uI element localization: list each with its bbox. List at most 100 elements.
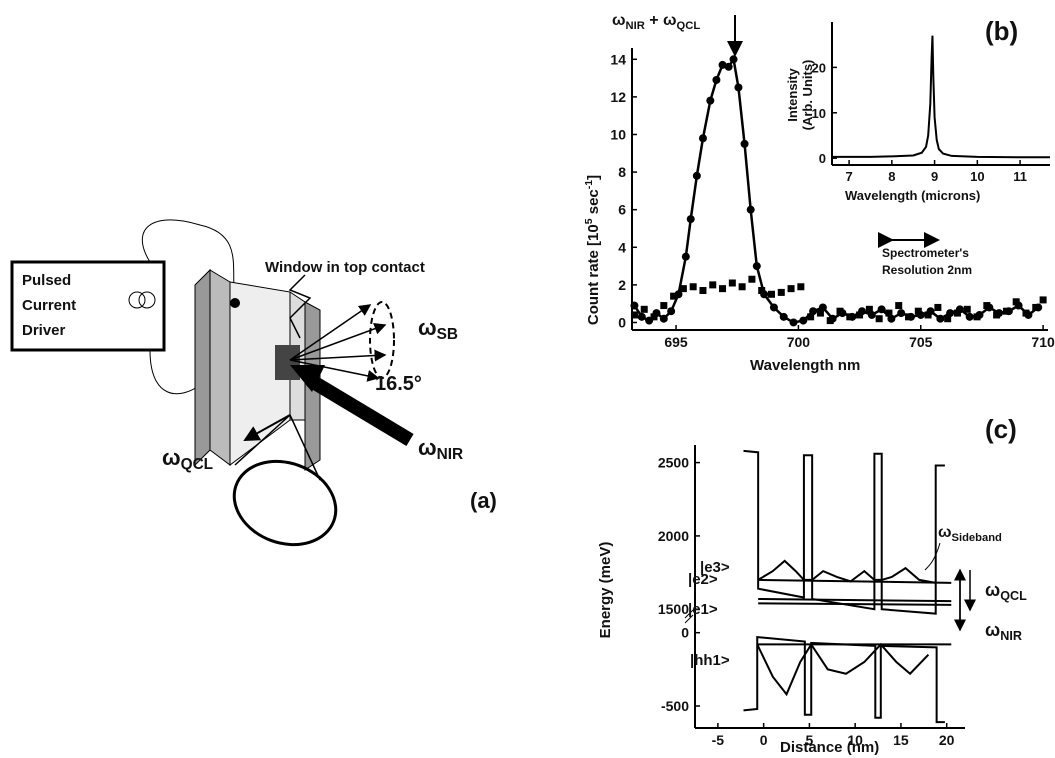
x-tick-label: 705 [909, 334, 933, 350]
panel-a: Pulsed Current Driver Window in top cont… [10, 219, 497, 547]
axis-break [684, 614, 694, 624]
qcl-arrow [243, 414, 291, 441]
data-point [936, 314, 945, 323]
sideband-label-part: Sideband [952, 532, 1003, 544]
qcl-label: ωQCL [985, 580, 1027, 603]
nir-beam [306, 373, 414, 447]
data-point [787, 285, 795, 293]
series-line [832, 35, 1050, 159]
data-point [709, 281, 717, 289]
data-point [875, 315, 883, 323]
data-point [983, 302, 991, 310]
data-point [856, 311, 864, 319]
driver-box [10, 260, 166, 352]
data-point [846, 313, 854, 321]
data-point [679, 285, 687, 293]
data-point [686, 215, 695, 224]
data-point [897, 309, 906, 318]
sideband-label-part: ω [938, 524, 952, 541]
data-point [1002, 307, 1010, 315]
panel-label: (a) [470, 488, 497, 513]
x-tick-label: 10 [847, 732, 863, 748]
angle-label: 16.5° [375, 373, 422, 395]
nir-label-part: ω [985, 620, 1000, 640]
x-tick-label: 700 [787, 334, 811, 350]
data-point [1012, 298, 1020, 306]
data-point [836, 307, 844, 315]
data-point [719, 285, 727, 293]
data-point [748, 275, 756, 283]
x-axis-label: Distance (nm) [780, 739, 879, 756]
data-point [809, 307, 818, 316]
data-point [797, 283, 805, 291]
data-point [885, 309, 893, 317]
y-tick-label: 0 [618, 314, 626, 330]
state-label: |hh1> [690, 652, 730, 669]
y-tick-label: 12 [610, 89, 626, 105]
data-point [867, 310, 876, 319]
pointer [288, 274, 312, 339]
slab [194, 268, 211, 467]
peak-label-part: + ω [645, 12, 677, 29]
y-tick-label: 10 [812, 106, 826, 121]
data-point [712, 75, 721, 84]
data-point [752, 262, 761, 271]
nir-label: ωNIR [418, 435, 463, 463]
y-axis-label-part: sec [585, 189, 602, 218]
y-tick-label: 14 [610, 51, 626, 67]
x-tick-label: 15 [893, 732, 909, 748]
x-tick-label: 7 [845, 169, 852, 184]
x-tick-label: 10 [970, 169, 984, 184]
data-point [758, 287, 766, 295]
data-point [944, 315, 952, 323]
sideband-label: ωSideband [938, 524, 1002, 544]
data-point [706, 96, 715, 105]
sb-arrows [289, 304, 387, 382]
y-axis-label: (Arb. Units) [800, 60, 815, 131]
data-point [681, 252, 690, 261]
sb-label: ωSB [418, 315, 458, 343]
state-label: |e3> [700, 559, 730, 576]
panel-label: (b) [985, 16, 1018, 46]
nir-label-part: NIR [1000, 629, 1022, 643]
y-axis-label: Energy (meV) [597, 542, 614, 639]
data-point [826, 317, 834, 325]
x-tick-label: 8 [888, 169, 895, 184]
series-line [757, 559, 936, 584]
data-point [799, 316, 808, 325]
data-point [667, 307, 676, 316]
data-point [670, 292, 678, 300]
panel-label: (c) [985, 414, 1017, 444]
data-point [724, 62, 733, 71]
data-point [1039, 296, 1047, 304]
data-point [779, 312, 788, 321]
nir-label: ωNIR [985, 620, 1022, 643]
peak-label-part: QCL [677, 20, 701, 32]
data-point [818, 303, 827, 312]
data-point [746, 205, 755, 214]
x-tick-label: 11 [1013, 169, 1027, 184]
data-point [865, 305, 873, 313]
y-tick-label: 10 [610, 126, 626, 142]
x-tick-label: 695 [664, 334, 688, 350]
data-point [718, 60, 727, 69]
qcl-cone [232, 459, 338, 547]
data-point [660, 302, 668, 310]
x-tick-label: 5 [806, 732, 814, 748]
source-icon [138, 291, 156, 309]
state-label: |e2> [688, 571, 718, 588]
y-tick-label: 20 [812, 60, 826, 75]
series-line [758, 597, 952, 603]
data-point [729, 55, 738, 64]
y-tick-label: 8 [618, 164, 626, 180]
data-point [692, 171, 701, 180]
data-point [637, 312, 646, 321]
y-axis-label-part: ] [585, 175, 602, 180]
x-tick-label: 0 [760, 732, 768, 748]
axis-break [684, 609, 694, 619]
y-axis-label-part: -1 [583, 180, 595, 189]
y-tick-label: 2 [618, 277, 626, 293]
data-point [1022, 309, 1030, 317]
data-point [689, 283, 697, 291]
series-line [756, 642, 930, 697]
